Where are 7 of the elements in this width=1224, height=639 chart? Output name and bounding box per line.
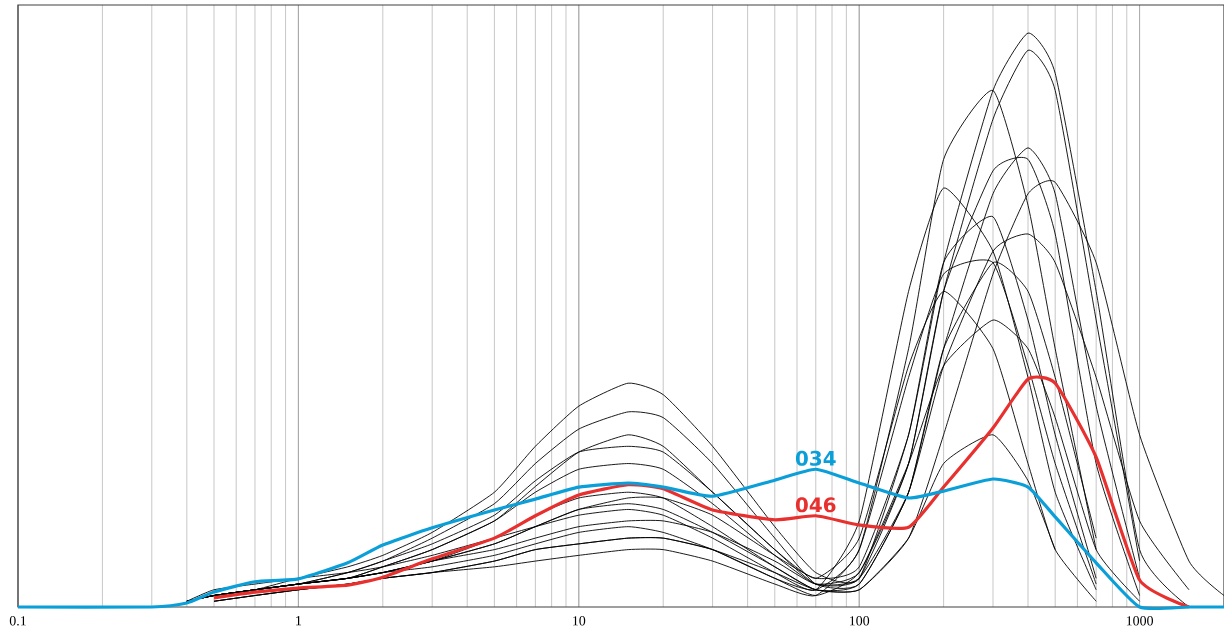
x-tick-label: 1 [296, 616, 302, 626]
x-tick-label: 100 [849, 616, 870, 626]
x-tick-label: 10 [573, 616, 586, 626]
x-tick-label: 0.1 [9, 616, 26, 626]
series-label: 034 [795, 450, 836, 466]
series-label: 046 [795, 497, 836, 513]
x-tick-label: 1000 [1126, 616, 1154, 626]
